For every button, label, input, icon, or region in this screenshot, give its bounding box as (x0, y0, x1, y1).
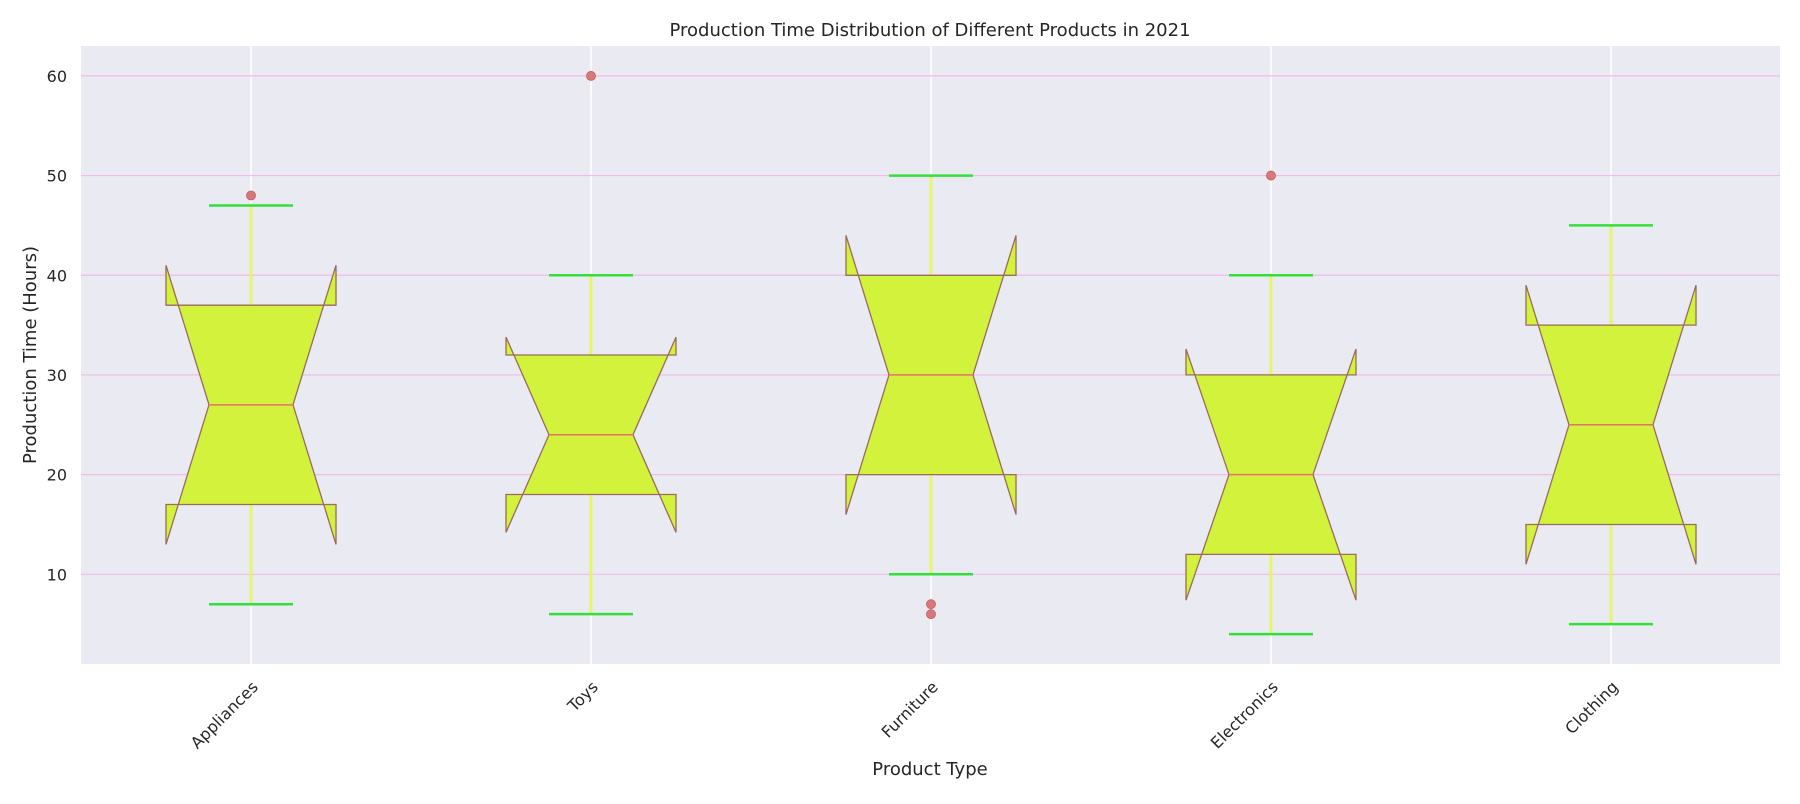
outlier-point (1266, 170, 1276, 181)
box-group-clothing (1525, 224, 1697, 626)
y-tick-label: 20 (47, 466, 67, 485)
y-tick-label: 30 (47, 366, 67, 385)
x-tick-label: Clothing (1561, 677, 1622, 738)
x-tick-label: Appliances (187, 677, 262, 752)
box-group-furniture (845, 174, 1017, 620)
x-tick-label: Furniture (878, 677, 942, 741)
boxes-layer (165, 71, 1697, 636)
outlier-point (926, 599, 936, 610)
y-tick-label: 60 (47, 67, 67, 86)
y-axis-label: Production Time (Hours) (20, 246, 41, 464)
outlier-point (246, 190, 256, 201)
y-tick-label: 10 (47, 565, 67, 584)
outlier-point (586, 71, 596, 81)
y-tick-label: 50 (47, 167, 67, 186)
y-tick-label: 40 (47, 266, 67, 285)
x-axis-label: Product Type (872, 759, 987, 780)
outlier-point (926, 609, 936, 620)
box-group-toys (505, 71, 677, 616)
box-group-electronics (1185, 170, 1357, 636)
x-tick-label: Toys (563, 677, 602, 716)
box-group-appliances (165, 190, 337, 606)
x-tick-label: Electronics (1207, 677, 1282, 752)
chart-title: Production Time Distribution of Differen… (669, 20, 1190, 41)
